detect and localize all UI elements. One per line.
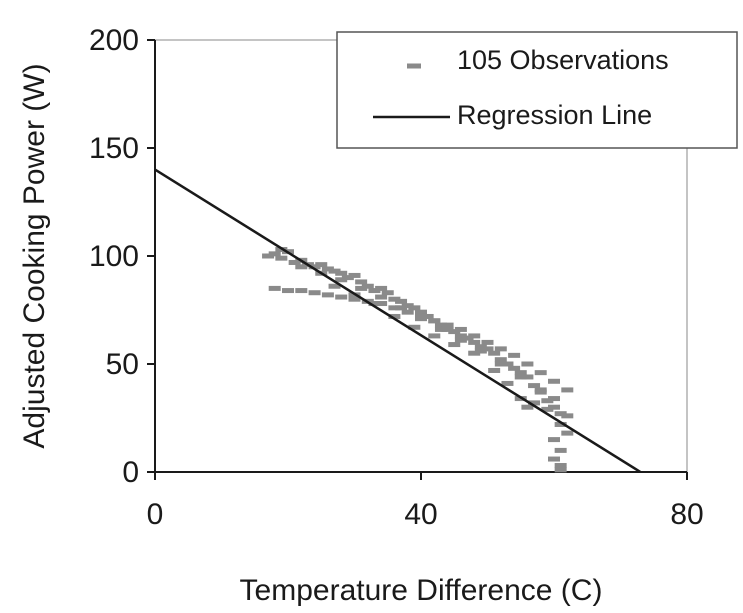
y-tick-label: 150 [89, 132, 139, 165]
y-ticks: 0 50 100 150 200 [89, 24, 155, 489]
x-tick-label: 40 [404, 498, 437, 531]
legend: 105 Observations Regression Line [336, 31, 738, 149]
y-tick-label: 0 [122, 456, 139, 489]
legend-label-regression: Regression Line [457, 100, 652, 130]
y-axis-title: Adjusted Cooking Power (W) [18, 63, 51, 448]
x-ticks: 0 40 80 [147, 472, 704, 531]
y-tick-label: 200 [89, 24, 139, 57]
y-tick-label: 100 [89, 240, 139, 273]
y-tick-label: 50 [106, 348, 139, 381]
x-axis-title: Temperature Difference (C) [240, 574, 603, 607]
x-tick-label: 80 [670, 498, 703, 531]
x-tick-label: 0 [147, 498, 164, 531]
regression-line [154, 168, 642, 474]
legend-box [336, 31, 738, 149]
legend-label-observations: 105 Observations [457, 45, 669, 75]
scatter-points [262, 247, 574, 473]
